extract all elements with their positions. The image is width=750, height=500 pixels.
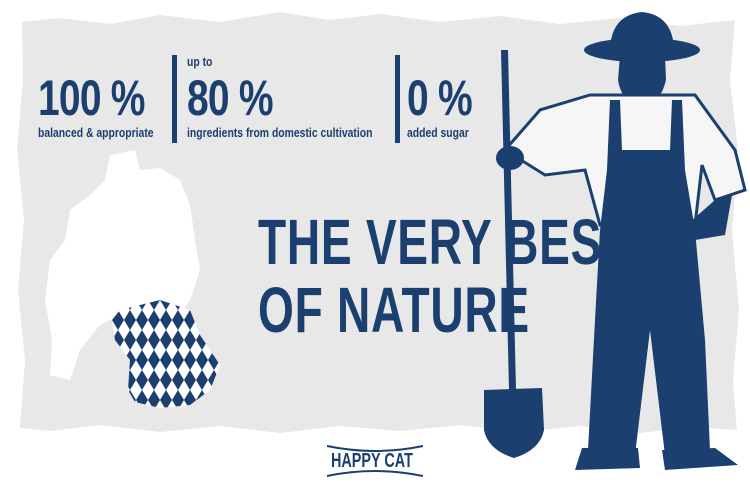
stat-value: 80 % [187,70,274,126]
farmer-illustration [484,12,747,470]
germany-map [45,150,220,408]
stat-value: 0 % [407,70,473,126]
stat-caption: added sugar [407,125,469,140]
stat-prefix: up to [187,54,213,69]
happy-cat-logo: HAPPY CAT [325,442,425,480]
stat-value: 100 % [38,70,145,126]
divider [395,55,400,143]
headline-line2: OF NATURE [258,274,530,346]
stat-caption: balanced & appropriate [38,125,154,140]
stat-caption: ingredients from domestic cultivation [187,125,373,140]
headline-line1: THE VERY BEST [258,206,631,278]
divider [172,55,177,143]
